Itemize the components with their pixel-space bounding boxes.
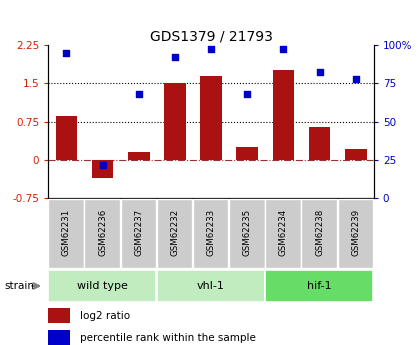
Bar: [164, 83, 186, 160]
Point: [352, 76, 359, 81]
Title: GDS1379 / 21793: GDS1379 / 21793: [150, 30, 273, 44]
Bar: [273, 70, 294, 160]
Text: vhl-1: vhl-1: [197, 281, 225, 291]
Text: GSM62234: GSM62234: [279, 209, 288, 256]
Bar: [55, 117, 77, 160]
Bar: [128, 152, 150, 160]
Bar: [48, 307, 70, 323]
Text: wild type: wild type: [77, 281, 128, 291]
Bar: [48, 330, 70, 345]
Bar: [302, 199, 337, 268]
Bar: [92, 160, 113, 178]
Point: [135, 91, 142, 97]
Text: GSM62239: GSM62239: [351, 209, 360, 256]
Bar: [345, 149, 367, 160]
Text: GSM62236: GSM62236: [98, 209, 107, 256]
Point: [244, 91, 251, 97]
Bar: [200, 76, 222, 160]
Point: [280, 47, 287, 52]
Text: GSM62233: GSM62233: [207, 209, 215, 256]
Bar: [48, 270, 156, 302]
Text: strain: strain: [4, 281, 34, 291]
Text: log2 ratio: log2 ratio: [79, 311, 130, 321]
Text: hif-1: hif-1: [307, 281, 332, 291]
Point: [171, 55, 178, 60]
Bar: [157, 199, 192, 268]
Bar: [229, 199, 265, 268]
Text: GSM62237: GSM62237: [134, 209, 143, 256]
Text: GSM62238: GSM62238: [315, 209, 324, 256]
Text: GSM62231: GSM62231: [62, 209, 71, 256]
Bar: [48, 199, 84, 268]
Bar: [236, 147, 258, 160]
Point: [63, 50, 70, 55]
Text: GSM62232: GSM62232: [171, 209, 179, 256]
Point: [316, 70, 323, 75]
Bar: [309, 127, 331, 160]
Bar: [157, 270, 265, 302]
Bar: [265, 199, 301, 268]
Text: percentile rank within the sample: percentile rank within the sample: [79, 333, 255, 343]
Bar: [84, 199, 120, 268]
Bar: [193, 199, 228, 268]
Text: GSM62235: GSM62235: [243, 209, 252, 256]
Bar: [338, 199, 373, 268]
Bar: [121, 199, 156, 268]
Point: [99, 162, 106, 167]
Bar: [265, 270, 373, 302]
Point: [208, 47, 215, 52]
